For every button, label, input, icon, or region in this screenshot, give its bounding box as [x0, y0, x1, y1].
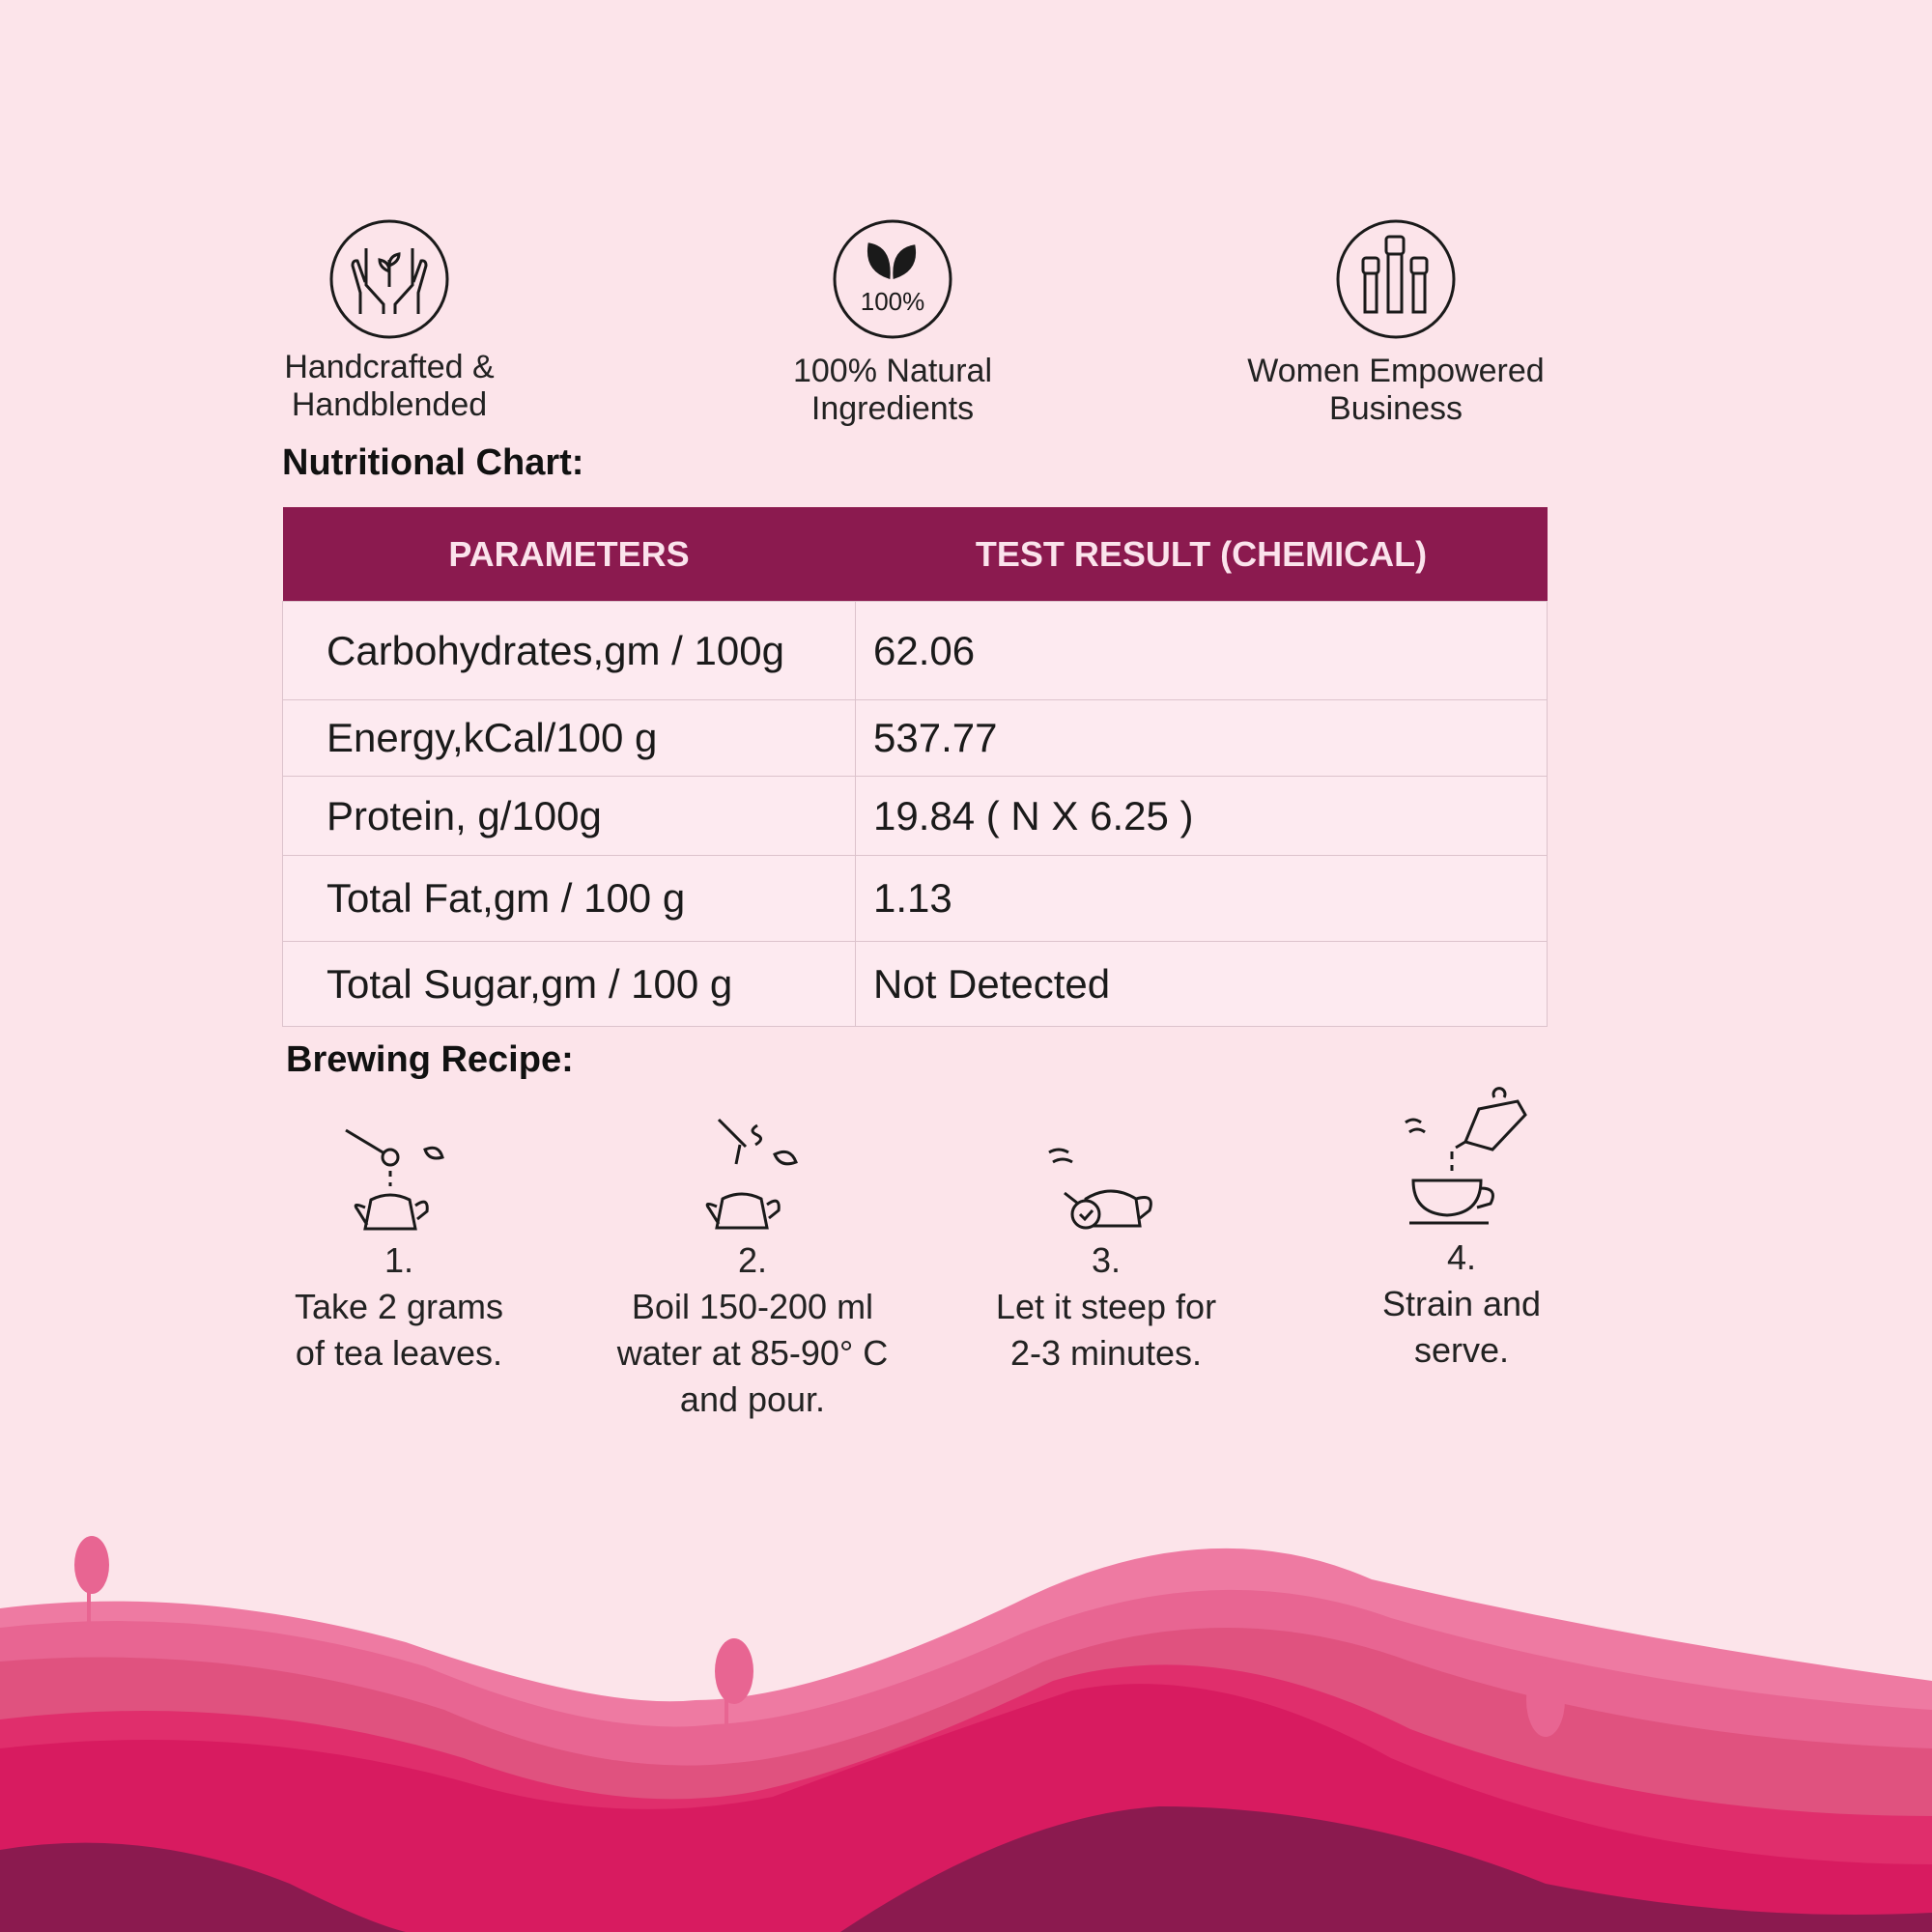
step-number: 3. — [1091, 1240, 1122, 1280]
decorative-hills-illustration — [0, 1536, 1932, 1932]
leaf-100-percent-icon: 100% — [833, 219, 952, 339]
feature-natural: 100% 100% Natural Ingredients — [690, 217, 1095, 428]
result-cell: Not Detected — [855, 941, 1548, 1027]
raised-fists-icon — [1336, 219, 1456, 339]
teapot-timer-icon — [1048, 1148, 1152, 1230]
step-number: 4. — [1446, 1237, 1477, 1277]
brewing-heading: Brewing Recipe: — [286, 1039, 574, 1080]
result-cell: 62.06 — [855, 601, 1548, 700]
feature-women-empowered: Women Empowered Business — [1193, 217, 1599, 428]
parameter-cell: Energy,kCal/100 g — [282, 699, 856, 777]
result-cell: 19.84 ( N X 6.25 ) — [855, 776, 1548, 856]
step-text: Strain and serve. — [1381, 1284, 1542, 1370]
parameter-cell: Protein, g/100g — [282, 776, 856, 856]
feature-handcrafted: Handcrafted & Handblended — [186, 217, 592, 424]
result-cell: 537.77 — [855, 699, 1548, 777]
step-number: 1. — [384, 1240, 414, 1280]
step-text: Take 2 grams of tea leaves. — [294, 1287, 504, 1373]
step-number: 2. — [737, 1240, 768, 1280]
table-row: Energy,kCal/100 g 537.77 — [282, 699, 1548, 777]
table-row: Total Sugar,gm / 100 g Not Detected — [282, 941, 1548, 1027]
spoon-teapot-icon — [345, 1128, 444, 1231]
parameter-cell: Total Fat,gm / 100 g — [282, 855, 856, 942]
brew-step-1: 1. Take 2 grams of tea leaves. — [225, 1121, 573, 1377]
table-row: Carbohydrates,gm / 100g 62.06 — [282, 601, 1548, 700]
table-row: Total Fat,gm / 100 g 1.13 — [282, 855, 1548, 942]
feature-label: Women Empowered Business — [1247, 353, 1545, 427]
column-header: TEST RESULT (CHEMICAL) — [855, 507, 1548, 602]
table-row: Protein, g/100g 19.84 ( N X 6.25 ) — [282, 776, 1548, 856]
column-header: PARAMETERS — [282, 507, 856, 602]
kettle-pour-icon — [705, 1118, 798, 1230]
teapot-cup-icon — [1405, 1087, 1527, 1225]
feature-label: Handcrafted & Handblended — [284, 349, 495, 423]
step-text: Let it steep for 2-3 minutes. — [995, 1287, 1217, 1373]
hands-leaf-icon — [329, 219, 449, 339]
nutrition-table: PARAMETERS TEST RESULT (CHEMICAL) Carboh… — [282, 507, 1548, 1027]
brew-step-3: 3. Let it steep for 2-3 minutes. — [932, 1145, 1280, 1377]
brew-step-4: 4. Strain and serve. — [1288, 1084, 1635, 1374]
result-cell: 1.13 — [855, 855, 1548, 942]
svg-text:100%: 100% — [861, 287, 925, 316]
parameter-cell: Carbohydrates,gm / 100g — [282, 601, 856, 700]
feature-label: 100% Natural Ingredients — [792, 353, 992, 427]
table-header-row: PARAMETERS TEST RESULT (CHEMICAL) — [282, 507, 1548, 602]
parameter-cell: Total Sugar,gm / 100 g — [282, 941, 856, 1027]
nutrition-heading: Nutritional Chart: — [282, 442, 584, 483]
